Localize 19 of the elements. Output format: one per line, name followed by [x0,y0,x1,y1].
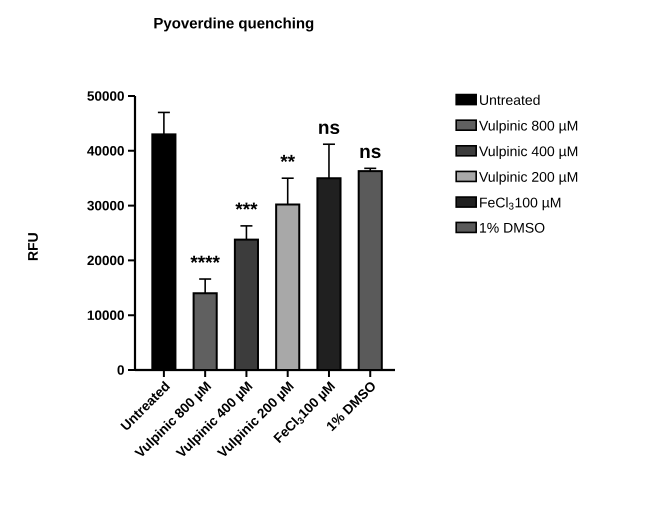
legend-label: Vulpinic 400 µM [479,146,578,159]
y-tick-label: 40000 [87,146,124,156]
annotation: ns [360,148,381,158]
legend-label: Untreated [480,94,540,105]
y-tick-label: 10000 [88,310,124,320]
y-tick-label: 20000 [87,256,124,266]
annotation: *** [235,202,258,210]
legend-label: Vulpinic 200 µM [479,172,578,185]
legend-label: FeCl$_{3}$100 µM [480,197,560,210]
y-tick-label: 0 [118,365,124,375]
y-axis-title: RFU [28,233,38,260]
y-tick-label: 30000 [87,200,124,210]
annotation: ** [280,154,296,162]
chart-title: Pyoverdine quenching [154,17,314,32]
y-tick-label: 50000 [87,91,124,101]
annotation: **** [190,256,220,263]
legend-label: 1% DMSO [480,222,544,233]
annotation: ns [319,124,340,134]
legend-label: Vulpinic 800 µM [479,120,578,134]
